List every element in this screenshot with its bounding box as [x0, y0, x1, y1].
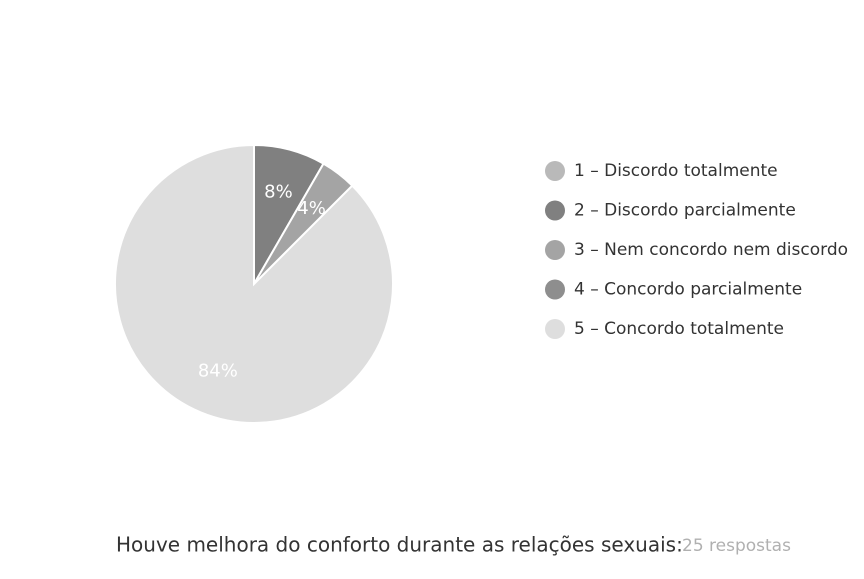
caption: Houve melhora do conforto durante as rel…: [116, 533, 683, 557]
slice-label: 84%: [198, 360, 238, 381]
legend-swatch: [545, 161, 565, 181]
legend-label: 1 – Discordo totalmente: [574, 161, 778, 181]
slice-label: 8%: [264, 182, 293, 203]
slice-label: 4%: [297, 198, 326, 219]
legend-label: 4 – Concordo parcialmente: [574, 280, 802, 300]
legend-label: 5 – Concordo totalmente: [574, 319, 784, 339]
legend-swatch: [545, 319, 565, 339]
legend-label: 2 – Discordo parcialmente: [574, 201, 796, 221]
legend-swatch: [545, 200, 565, 221]
response-count: 25 respostas: [682, 536, 791, 556]
legend-swatch: [545, 240, 565, 260]
pie-slice: [114, 143, 394, 424]
legend-swatch: [545, 279, 565, 300]
legend-label: 3 – Nem concordo nem discordo: [574, 240, 848, 260]
